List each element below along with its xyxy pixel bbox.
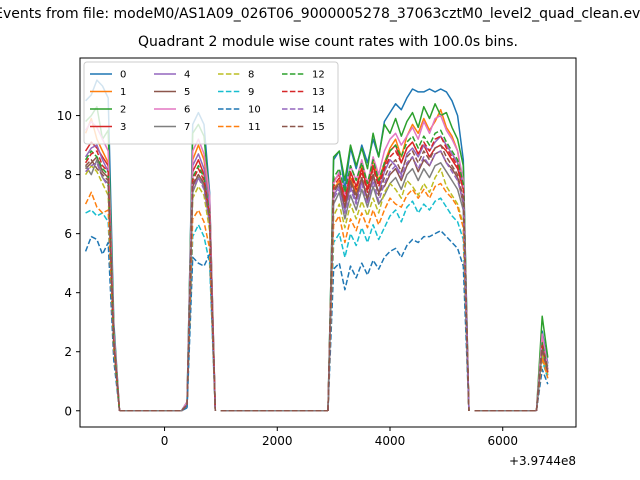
legend-label-7: 7 — [184, 122, 190, 133]
y-tick-label: 6 — [64, 227, 72, 241]
series-2-segment-1 — [119, 401, 188, 412]
series-8-segment-0 — [84, 164, 121, 411]
y-tick-label: 0 — [64, 404, 72, 418]
series-8-segment-4 — [327, 167, 470, 411]
series-9 — [85, 197, 549, 412]
x-tick-label: 6000 — [487, 434, 518, 448]
series-3 — [84, 141, 549, 412]
series-4-segment-1 — [119, 404, 188, 412]
series-15-segment-2 — [186, 173, 217, 411]
legend-label-14: 14 — [312, 105, 325, 116]
legend-box — [83, 61, 339, 145]
series-7 — [84, 159, 549, 412]
series-6 — [84, 114, 549, 412]
series-1-segment-1 — [119, 404, 188, 412]
series-13-segment-4 — [327, 135, 470, 411]
axes-frame — [79, 57, 577, 428]
series-14-segment-0 — [85, 162, 121, 411]
series-0-segment-4 — [327, 88, 470, 411]
series-2-segment-4 — [327, 103, 470, 411]
series-2 — [85, 103, 549, 412]
series-11-segment-0 — [84, 191, 121, 411]
legend-label-1: 1 — [120, 87, 126, 98]
x-tick-label: 0 — [161, 434, 169, 448]
series-12-segment-6 — [535, 342, 549, 411]
series-15-segment-6 — [535, 348, 549, 411]
series-14 — [85, 150, 549, 412]
series-11 — [84, 182, 549, 412]
series-10 — [84, 229, 549, 412]
series-13-segment-0 — [84, 150, 121, 411]
series-6-segment-4 — [327, 114, 470, 411]
y-tick-label: 4 — [64, 286, 72, 300]
series-1-segment-4 — [327, 108, 470, 411]
series-5-segment-1 — [119, 404, 188, 412]
legend-label-2: 2 — [120, 105, 126, 116]
series-13 — [84, 135, 549, 412]
series-12 — [84, 129, 549, 412]
legend-label-10: 10 — [248, 105, 261, 116]
series-14-segment-4 — [327, 150, 470, 411]
series-9-segment-4 — [327, 197, 470, 411]
legend-label-4: 4 — [184, 70, 190, 81]
chart-title: Quadrant 2 module wise count rates with … — [138, 34, 518, 50]
series-4 — [84, 135, 549, 412]
series-15-segment-4 — [327, 144, 470, 411]
series-5-segment-4 — [327, 150, 470, 411]
series-12-segment-2 — [186, 164, 217, 411]
x-axis-offset-label: +3.9744e8 — [509, 454, 576, 468]
series-11-segment-4 — [327, 182, 470, 411]
series-12-segment-1 — [119, 404, 188, 412]
series-9-segment-1 — [119, 404, 188, 412]
series-12-segment-4 — [327, 129, 470, 411]
legend-label-6: 6 — [184, 105, 190, 116]
series-14-segment-1 — [119, 404, 188, 412]
series-13-segment-1 — [119, 404, 188, 412]
series-9-segment-2 — [186, 224, 217, 411]
legend-label-0: 0 — [120, 70, 126, 81]
legend-label-9: 9 — [248, 87, 254, 98]
series-15 — [85, 144, 549, 412]
y-tick-label: 8 — [64, 168, 72, 182]
series-5 — [85, 150, 549, 412]
legend-label-13: 13 — [312, 87, 325, 98]
legend-label-12: 12 — [312, 70, 325, 81]
x-axis: 0 2000 4000 6000 — [161, 427, 518, 448]
series-10-segment-0 — [84, 235, 121, 411]
series-8-segment-1 — [119, 404, 188, 412]
figure-suptitle: Events from file: modeM0/AS1A09_026T06_9… — [0, 6, 640, 22]
series-8 — [84, 164, 549, 412]
y-tick-label: 2 — [64, 345, 72, 359]
series-15-segment-1 — [119, 404, 188, 412]
series-6-segment-1 — [119, 401, 188, 412]
legend-label-8: 8 — [248, 70, 254, 81]
series-0-segment-1 — [119, 401, 188, 412]
series-7-segment-1 — [119, 404, 188, 412]
series-3-segment-1 — [119, 404, 188, 412]
series-10-segment-2 — [186, 253, 217, 411]
series-10-segment-6 — [535, 368, 549, 411]
legend-label-3: 3 — [120, 122, 126, 133]
series-3-segment-4 — [327, 141, 470, 411]
legend-label-15: 15 — [312, 122, 325, 133]
series-15-segment-0 — [85, 159, 121, 411]
series-7-segment-4 — [327, 162, 470, 411]
series-10-segment-4 — [327, 229, 470, 411]
x-tick-label: 2000 — [262, 434, 293, 448]
y-tick-label: 10 — [57, 109, 72, 123]
x-tick-label: 4000 — [375, 434, 406, 448]
legend-label-11: 11 — [248, 122, 261, 133]
legend-label-5: 5 — [184, 87, 190, 98]
series-1 — [84, 108, 549, 412]
series-12-segment-0 — [84, 150, 121, 411]
y-axis: 0 2 4 6 8 10 — [57, 109, 80, 418]
series-7-segment-0 — [84, 159, 121, 411]
series-11-segment-1 — [119, 404, 188, 412]
series-13-segment-6 — [535, 345, 549, 411]
